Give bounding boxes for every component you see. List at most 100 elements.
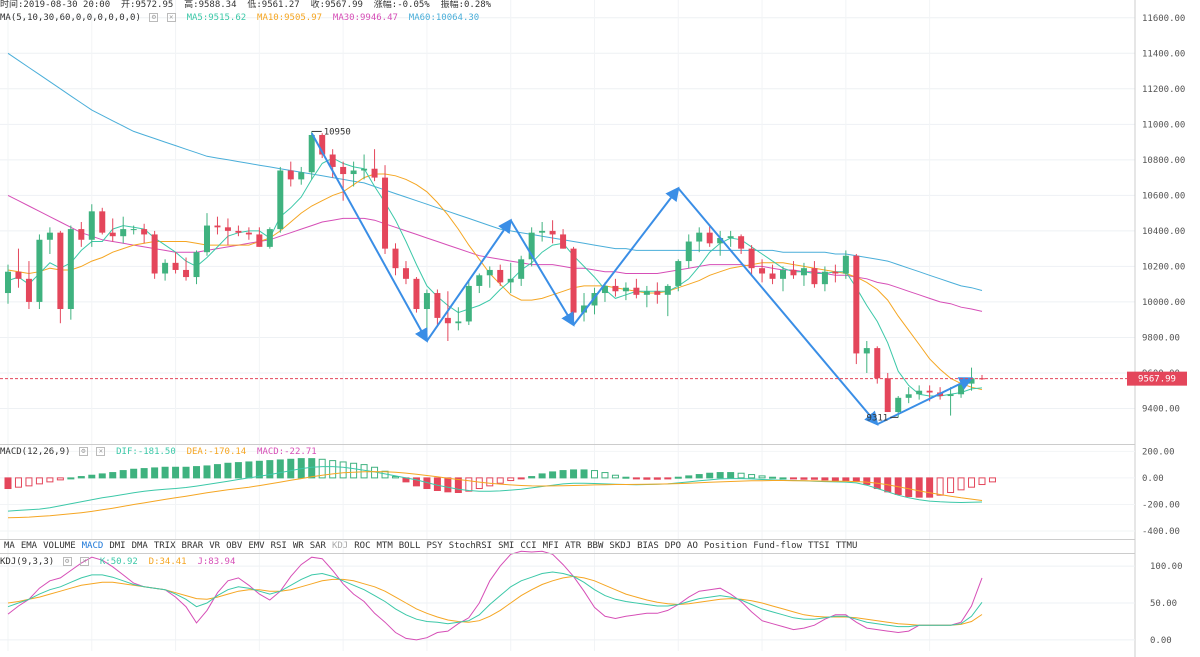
macd-bar: [601, 472, 609, 479]
tab-bias[interactable]: BIAS: [637, 541, 659, 551]
tab-psy[interactable]: PSY: [426, 541, 443, 551]
close-icon[interactable]: ✕: [96, 447, 106, 456]
ma60-line: [7, 52, 983, 291]
candle-body: [46, 232, 53, 240]
macd-bar: [549, 471, 557, 479]
candle-body: [455, 321, 462, 324]
tab-bbw[interactable]: BBW: [587, 541, 604, 551]
candle-body: [497, 269, 504, 283]
tab-boll[interactable]: BOLL: [398, 541, 421, 551]
trend-arrow: [876, 377, 974, 426]
candle: [727, 230, 734, 247]
macd-bar: [172, 466, 180, 479]
header-change: 涨幅:-0.05%: [373, 0, 430, 10]
tab-stochrsi[interactable]: StochRSI: [448, 541, 493, 551]
pane-divider[interactable]: [0, 539, 1135, 540]
candle-body: [99, 211, 106, 233]
y-tick-label: 9800.00: [1142, 333, 1180, 343]
macd-bar: [444, 477, 452, 493]
candle: [46, 227, 53, 254]
kdj-j: J:83.94: [197, 557, 236, 567]
candle: [811, 261, 818, 288]
macd-bar: [737, 472, 745, 479]
tab-sar[interactable]: SAR: [309, 541, 326, 551]
candle-body: [413, 278, 420, 310]
candle: [581, 293, 588, 322]
macd-bar: [109, 472, 117, 479]
macd-bar: [35, 477, 43, 485]
candle: [172, 252, 179, 274]
macd-bar: [412, 477, 420, 487]
macd-bar: [538, 473, 546, 479]
tab-wr[interactable]: WR: [292, 541, 304, 551]
tab-skdj[interactable]: SKDJ: [609, 541, 632, 551]
candle-body: [800, 268, 807, 276]
settings-icon[interactable]: ⚙: [78, 447, 88, 456]
tab-emv[interactable]: EMV: [248, 541, 265, 551]
trend-arrow: [509, 219, 575, 327]
macd-tick-label: 200.00: [1142, 447, 1175, 457]
ma60-value: MA60:10064.30: [408, 13, 480, 23]
tab-ma[interactable]: MA: [4, 541, 15, 551]
tab-kdj[interactable]: KDJ: [331, 541, 349, 551]
tab-smi[interactable]: SMI: [498, 541, 515, 551]
tab-position[interactable]: Position: [703, 541, 748, 551]
tab-macd[interactable]: MACD: [81, 541, 104, 551]
tab-dpo[interactable]: DPO: [664, 541, 682, 551]
k-line: [7, 571, 983, 628]
candle: [256, 227, 263, 247]
macd-bar: [234, 462, 242, 479]
macd-bar: [465, 477, 473, 492]
tab-trix[interactable]: TRIX: [153, 541, 176, 551]
macd-bar: [748, 474, 756, 479]
macd-bar: [957, 477, 965, 491]
tab-ema[interactable]: EMA: [20, 541, 38, 551]
tab-fund-flow[interactable]: Fund-flow: [753, 541, 803, 551]
tab-brar[interactable]: BRAR: [181, 541, 204, 551]
candle-body: [570, 248, 577, 313]
low-label: 9311: [867, 413, 889, 423]
close-icon[interactable]: ✕: [166, 13, 176, 22]
tab-vr[interactable]: VR: [209, 541, 221, 551]
macd-bar: [119, 470, 127, 479]
candle: [120, 216, 127, 244]
kdj-tick-label: 100.00: [1150, 562, 1183, 572]
candle: [717, 230, 724, 256]
tab-atr[interactable]: ATR: [564, 541, 582, 551]
tab-dmi[interactable]: DMI: [109, 541, 126, 551]
candle: [88, 204, 95, 247]
settings-icon[interactable]: ⚙: [149, 13, 159, 22]
candle: [455, 307, 462, 331]
close-icon[interactable]: ✕: [80, 557, 90, 566]
macd-bar: [674, 476, 682, 479]
candle-body: [67, 229, 74, 310]
macd-bar: [779, 477, 787, 480]
tab-mtm[interactable]: MTM: [376, 541, 393, 551]
pane-divider[interactable]: [0, 444, 1135, 445]
tab-volume[interactable]: VOLUME: [43, 541, 76, 551]
tab-ttsi[interactable]: TTSI: [808, 541, 830, 551]
candle: [696, 227, 703, 253]
tab-roc[interactable]: ROC: [354, 541, 371, 551]
candle: [298, 166, 305, 185]
tab-cci[interactable]: CCI: [520, 541, 537, 551]
ma5-line: [7, 157, 983, 397]
candle-body: [706, 232, 713, 244]
candle: [193, 250, 200, 285]
tab-obv[interactable]: OBV: [226, 541, 243, 551]
candle-body: [287, 170, 294, 180]
candle-body: [842, 255, 849, 274]
candle-body: [832, 271, 839, 274]
candle: [601, 282, 608, 302]
tab-dma[interactable]: DMA: [131, 541, 148, 551]
tab-rsi[interactable]: RSI: [270, 541, 287, 551]
tab-ttmu[interactable]: TTMU: [835, 541, 858, 551]
candle: [664, 284, 671, 317]
tab-ao[interactable]: AO: [687, 541, 698, 551]
macd-bar: [161, 466, 169, 479]
settings-icon[interactable]: ⚙: [62, 557, 72, 566]
pane-divider[interactable]: [0, 553, 1135, 554]
tab-mfi[interactable]: MFI: [542, 541, 559, 551]
macd-bar: [255, 460, 263, 479]
